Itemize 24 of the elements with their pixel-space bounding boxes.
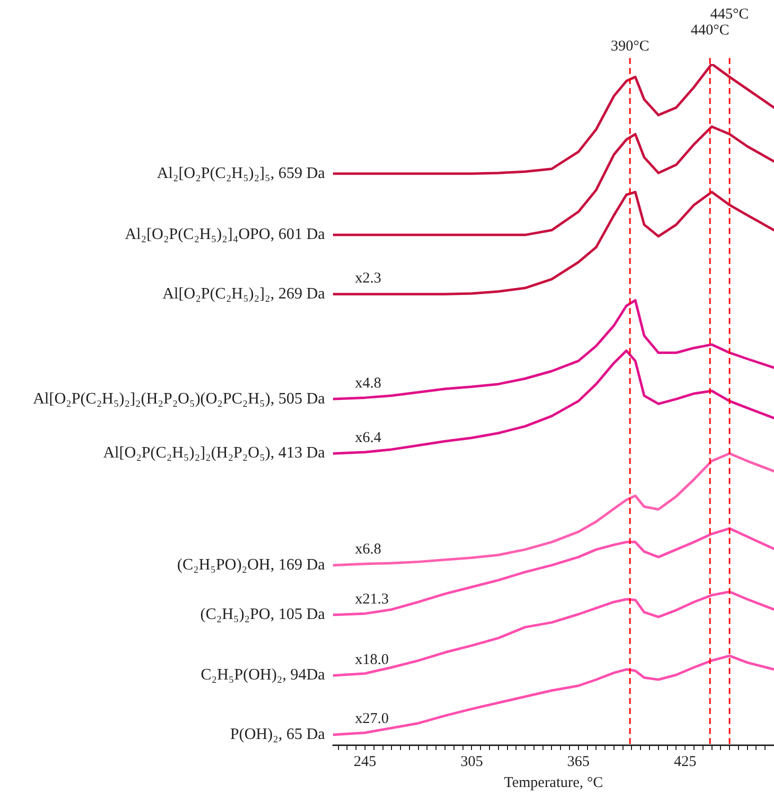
x-tick-label: 305 [460, 754, 483, 770]
x-tick-label: 425 [674, 754, 696, 770]
annotation: x6.4 [355, 430, 382, 446]
annotation: x18.0 [355, 652, 389, 668]
annotation: x4.8 [355, 375, 382, 392]
annotation: x2.3 [355, 270, 382, 287]
annotation: x6.8 [355, 542, 382, 558]
ref-line-label: 445°C [710, 6, 749, 22]
x-axis-title: Temperature, °C [504, 774, 604, 791]
annotation: x27.0 [355, 711, 389, 728]
x-tick-label: 245 [354, 754, 376, 770]
series-label: C₂H₅P(OH)₂, 94Da [200, 666, 325, 684]
ref-line-label: 390°C [610, 38, 650, 54]
ref-line-label: 440°C [690, 22, 730, 38]
series-label: Al₂[O₂P(C₂H₅)₂]₅, 659 Da [156, 164, 325, 182]
series-label: Al[O₂P(C₂H₅)₂]₂(H₂P₂O₅)(O₂PC₂H₅), 505 Da [32, 390, 325, 408]
series-label: (C₂H₅)₂PO, 105 Da [200, 606, 325, 624]
series-label: P(OH)₂, 65 Da [230, 726, 325, 743]
series-label: Al[O₂P(C₂H₅)₂]₂, 269 Da [162, 285, 325, 302]
x-tick-label: 365 [567, 754, 590, 770]
series-label: (C₂H₅PO)₂OH, 169 Da [177, 556, 325, 574]
series-label: Al[O₂P(C₂H₅)₂]₂(H₂P₂O₅), 413 Da [103, 444, 325, 462]
series-label: Al₂[O₂P(C₂H₅)₂]₄OPO, 601 Da [124, 226, 325, 244]
annotation: x21.3 [355, 591, 389, 608]
